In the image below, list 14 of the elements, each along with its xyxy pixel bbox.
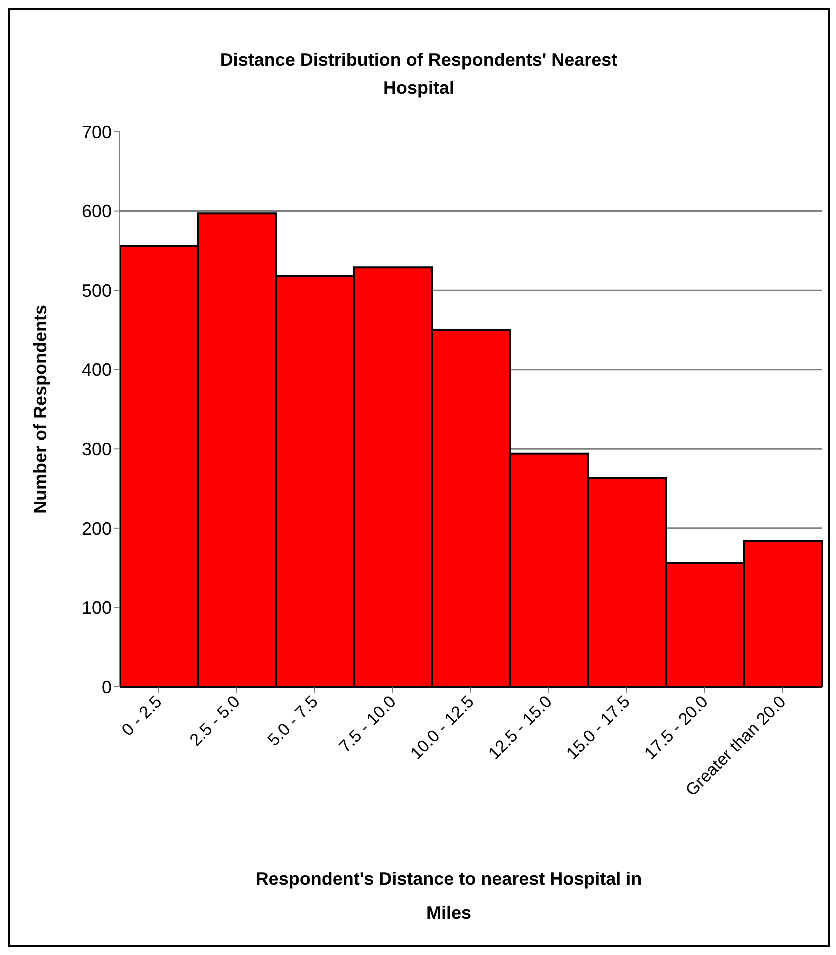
y-tick-label: 300 — [82, 440, 112, 460]
x-tick-label: 0 - 2.5 — [118, 692, 166, 740]
chart-title: Distance Distribution of Respondents' Nearest Hospital — [219, 49, 619, 100]
y-axis-title: Number of Respondents — [30, 304, 50, 514]
x-axis-title: Respondent's Distance to nearest Hospital in Miles — [254, 868, 644, 925]
y-tick-label: 400 — [82, 360, 112, 380]
y-tick-label: 500 — [82, 280, 112, 301]
y-tick-label: 200 — [82, 518, 112, 539]
y-tick-label: 700 — [82, 122, 112, 142]
x-tick-label: 2.5 - 5.0 — [186, 692, 244, 750]
y-tick-label: 0 — [102, 677, 112, 698]
y-tick-label: 100 — [82, 598, 112, 618]
y-tick-label: 600 — [82, 202, 112, 222]
x-tick-label: 5.0 - 7.5 — [264, 692, 322, 750]
